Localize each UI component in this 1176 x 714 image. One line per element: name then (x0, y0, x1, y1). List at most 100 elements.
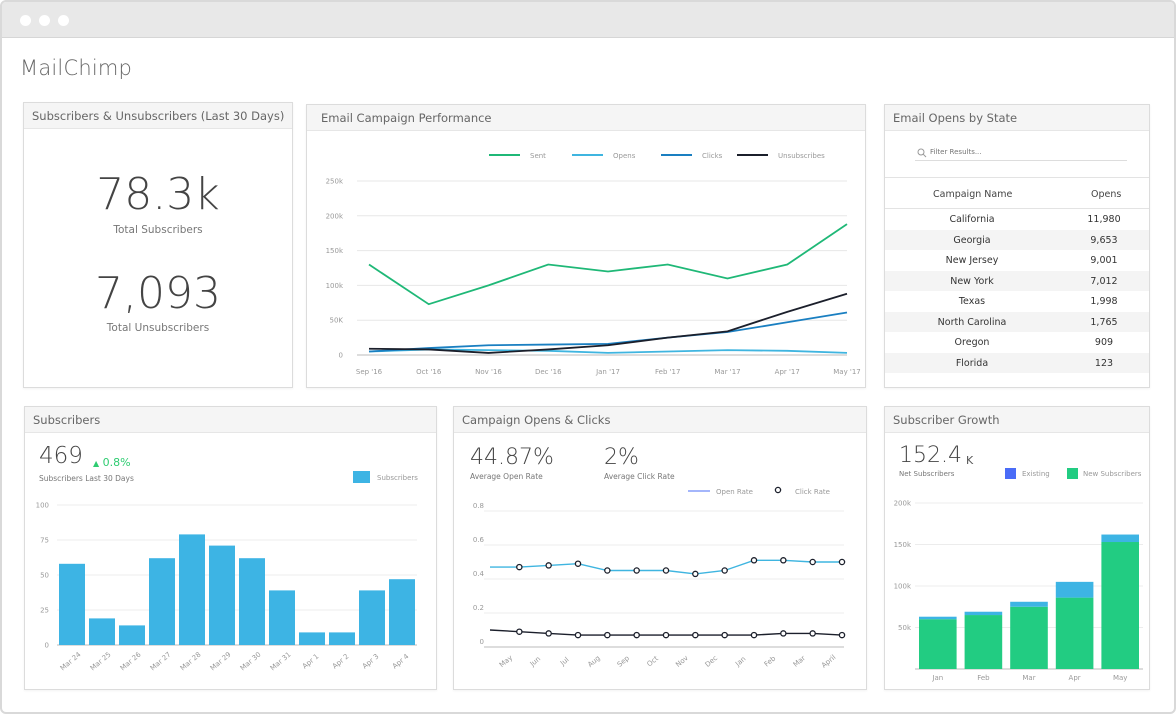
bar-existing (964, 611, 1003, 616)
data-point (750, 557, 758, 564)
y-tick-label: 0.8 (473, 502, 484, 510)
table-row[interactable]: Florida 123 (885, 352, 1149, 373)
data-point (545, 630, 552, 637)
bar-existing (1010, 601, 1048, 607)
y-tick-label: 50 (40, 572, 49, 580)
x-tick-label: Mar 24 (59, 650, 83, 672)
panel-title: Subscribers (25, 407, 436, 433)
app-title: MailChimp (20, 56, 133, 80)
data-point (750, 631, 758, 639)
data-point (516, 628, 523, 635)
state-name-cell: Georgia (953, 234, 991, 246)
data-point (516, 563, 523, 571)
subscribers-value-label: Subscribers Last 30 Days (39, 474, 134, 483)
x-tick-label: Nov (674, 654, 690, 669)
y-tick-label: 100k (326, 282, 344, 290)
opens-cell: 9,653 (1090, 234, 1118, 246)
data-point (604, 567, 611, 574)
state-name-cell: Oregon (954, 337, 990, 348)
x-tick-label: Dec '16 (535, 368, 562, 376)
opens-cell: 9,001 (1090, 255, 1118, 266)
bar (269, 590, 295, 645)
x-tick-label: Jun (528, 655, 542, 669)
x-tick-label: Apr 4 (391, 652, 411, 671)
filter-search-input[interactable] (930, 145, 1120, 159)
opens-clicks-line-chart: 0 0.2 0.4 0.6 0.8 May Jun Jul Aug Sep Oct Nov Dec Jan… (473, 486, 846, 670)
table-row[interactable]: California 11,980 (885, 209, 1149, 230)
legend-label: Subscribers (377, 474, 418, 482)
y-tick-label: 250k (326, 178, 344, 186)
y-tick-label: 100 (36, 502, 49, 510)
series-line-unsubscribes (368, 292, 848, 354)
campaign-performance-chart: 0 50K 100k 150k 200k 250k Sep '16 Oct '16 Nov '1… (326, 152, 861, 376)
series-line-sent (368, 223, 848, 306)
legend-swatch (1005, 468, 1016, 479)
x-tick-label: Mar 25 (89, 651, 113, 673)
table-row[interactable]: Oregon 909 (885, 332, 1149, 353)
x-tick-label: Mar 30 (239, 651, 263, 673)
panel-title: Email Opens by State (885, 105, 1149, 131)
x-tick-label: Mar (792, 654, 807, 669)
series-line-opens (368, 348, 848, 354)
data-point (809, 630, 816, 637)
x-tick-label: Jul (558, 656, 570, 668)
data-point (692, 631, 699, 639)
legend-label: Sent (530, 152, 546, 160)
table-row[interactable]: North Carolina 1,765 (885, 311, 1149, 332)
click-rate-label: Average Click Rate (604, 472, 675, 481)
x-tick-label: Oct (646, 654, 661, 668)
window-maximize-button[interactable] (58, 15, 69, 26)
subscribers-delta: ▲ 0.8% (93, 456, 131, 469)
bar (209, 545, 235, 645)
legend-label: Clicks (702, 152, 723, 160)
bar-new-subscribers (1010, 606, 1048, 669)
data-point (545, 562, 552, 569)
state-name-cell: New York (950, 275, 994, 287)
bar (119, 625, 145, 645)
filter-search-box[interactable] (915, 145, 1127, 161)
x-tick-label: Feb (977, 674, 990, 682)
legend-label: New Subscribers (1083, 470, 1142, 478)
bar (299, 632, 325, 645)
data-point (838, 558, 846, 566)
y-tick-label: 150k (326, 247, 344, 255)
click-rate-value: 2% (604, 445, 639, 470)
table-row[interactable]: New Jersey 9,001 (885, 250, 1149, 271)
data-point (574, 560, 582, 567)
window-titlebar (2, 2, 1174, 38)
campaign-performance-panel: Email Campaign Performance 0 50K 100k 150k 2… (306, 104, 866, 388)
x-tick-label: Nov '16 (475, 368, 502, 376)
bar (149, 558, 175, 645)
x-tick-label: Feb '17 (655, 368, 680, 376)
open-rate-label: Average Open Rate (470, 472, 543, 481)
bar-existing (919, 616, 957, 620)
bar-new-subscribers (1055, 597, 1094, 669)
subscribers-value: 469 (39, 443, 83, 469)
state-name-cell: Florida (955, 357, 989, 369)
y-tick-label: 25 (40, 607, 49, 615)
legend-label: Unsubscribes (778, 152, 825, 160)
bar-existing (1055, 581, 1094, 598)
table-header: Campaign Name Opens (885, 177, 1149, 209)
table-row[interactable]: Georgia 9,653 (885, 229, 1149, 250)
bar-existing (1101, 534, 1139, 543)
net-subscribers-unit: K (966, 454, 974, 467)
column-header-opens[interactable]: Opens (1091, 189, 1122, 200)
column-header-campaign-name[interactable]: Campaign Name (933, 189, 1013, 200)
window-close-button[interactable] (20, 15, 31, 26)
x-tick-label: Apr 3 (361, 652, 381, 670)
net-subscribers-label: Net Subscribers (899, 470, 955, 478)
bar-new-subscribers (964, 615, 1003, 669)
window-minimize-button[interactable] (39, 15, 50, 26)
state-name-cell: Texas (958, 296, 986, 307)
x-tick-label: Sep (616, 654, 632, 669)
table-row[interactable]: New York 7,012 (885, 270, 1149, 291)
data-point (604, 631, 611, 639)
table-row[interactable]: Texas 1,998 (885, 291, 1149, 312)
series-line-clicks (368, 311, 848, 353)
opens-cell: 11,980 (1087, 214, 1121, 225)
x-tick-label: Mar 27 (149, 651, 173, 673)
subscribers-delta-value: 0.8% (102, 456, 131, 469)
subscribers-panel: Subscribers 469 ▲ 0.8% Subscribers Last … (24, 406, 437, 690)
subs-unsubs-panel: Subscribers & Unsubscribers (Last 30 Day… (23, 102, 293, 388)
